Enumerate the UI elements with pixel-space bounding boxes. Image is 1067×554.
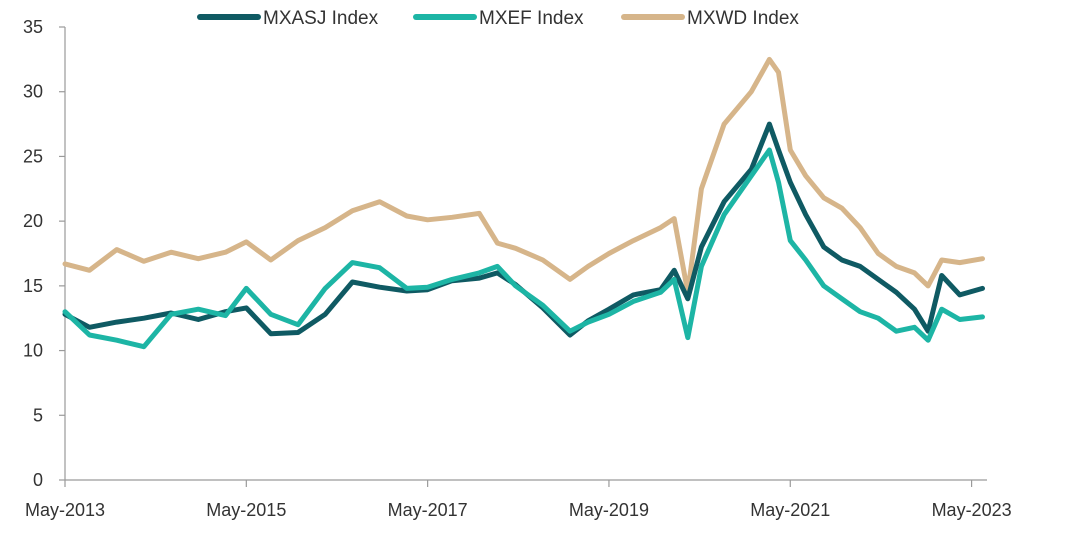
y-tick-label: 25 bbox=[23, 146, 43, 166]
y-tick-label: 20 bbox=[23, 211, 43, 231]
series-layer bbox=[62, 56, 985, 350]
y-tick-label: 0 bbox=[33, 470, 43, 490]
y-tick-label: 5 bbox=[33, 405, 43, 425]
x-tick-label: May-2013 bbox=[25, 500, 105, 520]
x-tick-label: May-2023 bbox=[932, 500, 1012, 520]
x-tick-label: May-2021 bbox=[750, 500, 830, 520]
legend-label-mxasj: MXASJ Index bbox=[263, 8, 379, 29]
series-line-mxasj bbox=[62, 121, 985, 338]
y-tick-label: 30 bbox=[23, 82, 43, 102]
legend-label-mxef: MXEF Index bbox=[479, 8, 584, 29]
y-tick-label: 35 bbox=[23, 17, 43, 37]
x-tick-label: May-2019 bbox=[569, 500, 649, 520]
x-tick-label: May-2017 bbox=[388, 500, 468, 520]
x-tick-label: May-2015 bbox=[206, 500, 286, 520]
y-tick-label: 15 bbox=[23, 276, 43, 296]
x-axis: May-2013 May-2015 May-2017 May-2019 May-2021… bbox=[25, 479, 1012, 520]
legend-label-mxwd: MXWD Index bbox=[687, 8, 799, 29]
y-axis: 0 5 10 15 20 25 30 35 bbox=[23, 17, 66, 490]
series-line-mxef bbox=[62, 147, 985, 350]
chart-legend: MXASJ Index MXEF Index MXWD Index bbox=[197, 8, 799, 29]
y-tick-label: 10 bbox=[23, 341, 43, 361]
series-line-mxwd bbox=[62, 56, 985, 295]
